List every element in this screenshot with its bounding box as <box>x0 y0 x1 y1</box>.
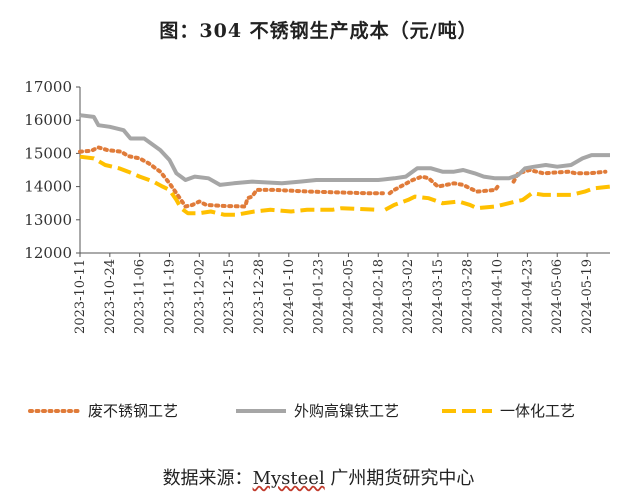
plot-area <box>79 87 610 254</box>
chart-title: 图：304 不锈钢生产成本（元/吨） <box>159 20 478 42</box>
x-tick-label: 2024-02-18 <box>371 259 386 334</box>
x-tick-label: 2024-04-10 <box>491 259 506 334</box>
x-axis-ticks: 2023-10-11 2023-10-24 2023-11-06 2023-11-19… <box>73 253 595 334</box>
x-tick-label: 2024-05-06 <box>550 259 565 334</box>
y-tick-label: 15000 <box>24 144 72 162</box>
y-axis-ticks: 12000 13000 14000 15000 16000 17000 <box>24 78 80 262</box>
x-tick-label: 2024-01-23 <box>312 259 327 334</box>
series-segment <box>387 174 500 196</box>
series-segment <box>79 154 379 217</box>
legend-label: 废不锈钢工艺 <box>88 402 178 420</box>
legend-label: 一体化工艺 <box>500 402 575 420</box>
x-tick-label: 2023-10-11 <box>73 259 88 334</box>
x-tick-label: 2024-03-15 <box>431 259 446 334</box>
x-tick-label: 2024-03-02 <box>401 259 416 334</box>
y-tick-label: 12000 <box>24 244 72 262</box>
legend-item-2: 外购高镍铁工艺 <box>236 402 399 420</box>
x-tick-label: 2024-05-19 <box>580 259 595 334</box>
x-tick-label: 2024-03-28 <box>461 259 476 334</box>
source-prefix: 数据来源： <box>162 468 253 489</box>
x-tick-label: 2023-12-28 <box>252 259 267 334</box>
legend-item-3: 一体化工艺 <box>442 402 575 420</box>
x-tick-label: 2023-10-24 <box>103 259 118 334</box>
x-tick-label: 2023-11-06 <box>133 259 148 334</box>
series-lines <box>78 113 611 217</box>
series-line-2 <box>79 113 610 187</box>
x-tick-label: 2024-02-05 <box>341 259 356 334</box>
series-segment <box>511 168 608 184</box>
legend: 废不锈钢工艺 外购高镍铁工艺 一体化工艺 <box>28 402 575 420</box>
series-segment <box>78 145 385 209</box>
y-tick-label: 13000 <box>24 211 72 229</box>
y-tick-label: 17000 <box>24 78 72 96</box>
source-note: 数据来源：Mysteel 广州期货研究中心 <box>0 464 637 490</box>
y-tick-label: 14000 <box>24 178 72 196</box>
source-suffix: 广州期货研究中心 <box>324 468 475 489</box>
line-chart: 12000 13000 14000 15000 16000 17000 2023-10-1… <box>24 78 611 420</box>
legend-label: 外购高镍铁工艺 <box>294 402 399 420</box>
x-tick-label: 2024-01-10 <box>282 259 297 334</box>
x-tick-label: 2023-12-02 <box>192 259 207 334</box>
y-tick-label: 16000 <box>24 111 72 129</box>
source-brand: Mysteel <box>252 468 325 489</box>
series-line-3 <box>79 154 611 217</box>
series-segment <box>384 184 611 212</box>
x-tick-label: 2023-11-19 <box>162 259 177 334</box>
x-tick-label: 2024-04-23 <box>520 259 535 334</box>
x-tick-label: 2023-12-15 <box>222 259 237 334</box>
legend-item-1: 废不锈钢工艺 <box>28 402 178 420</box>
series-segment <box>79 113 610 187</box>
